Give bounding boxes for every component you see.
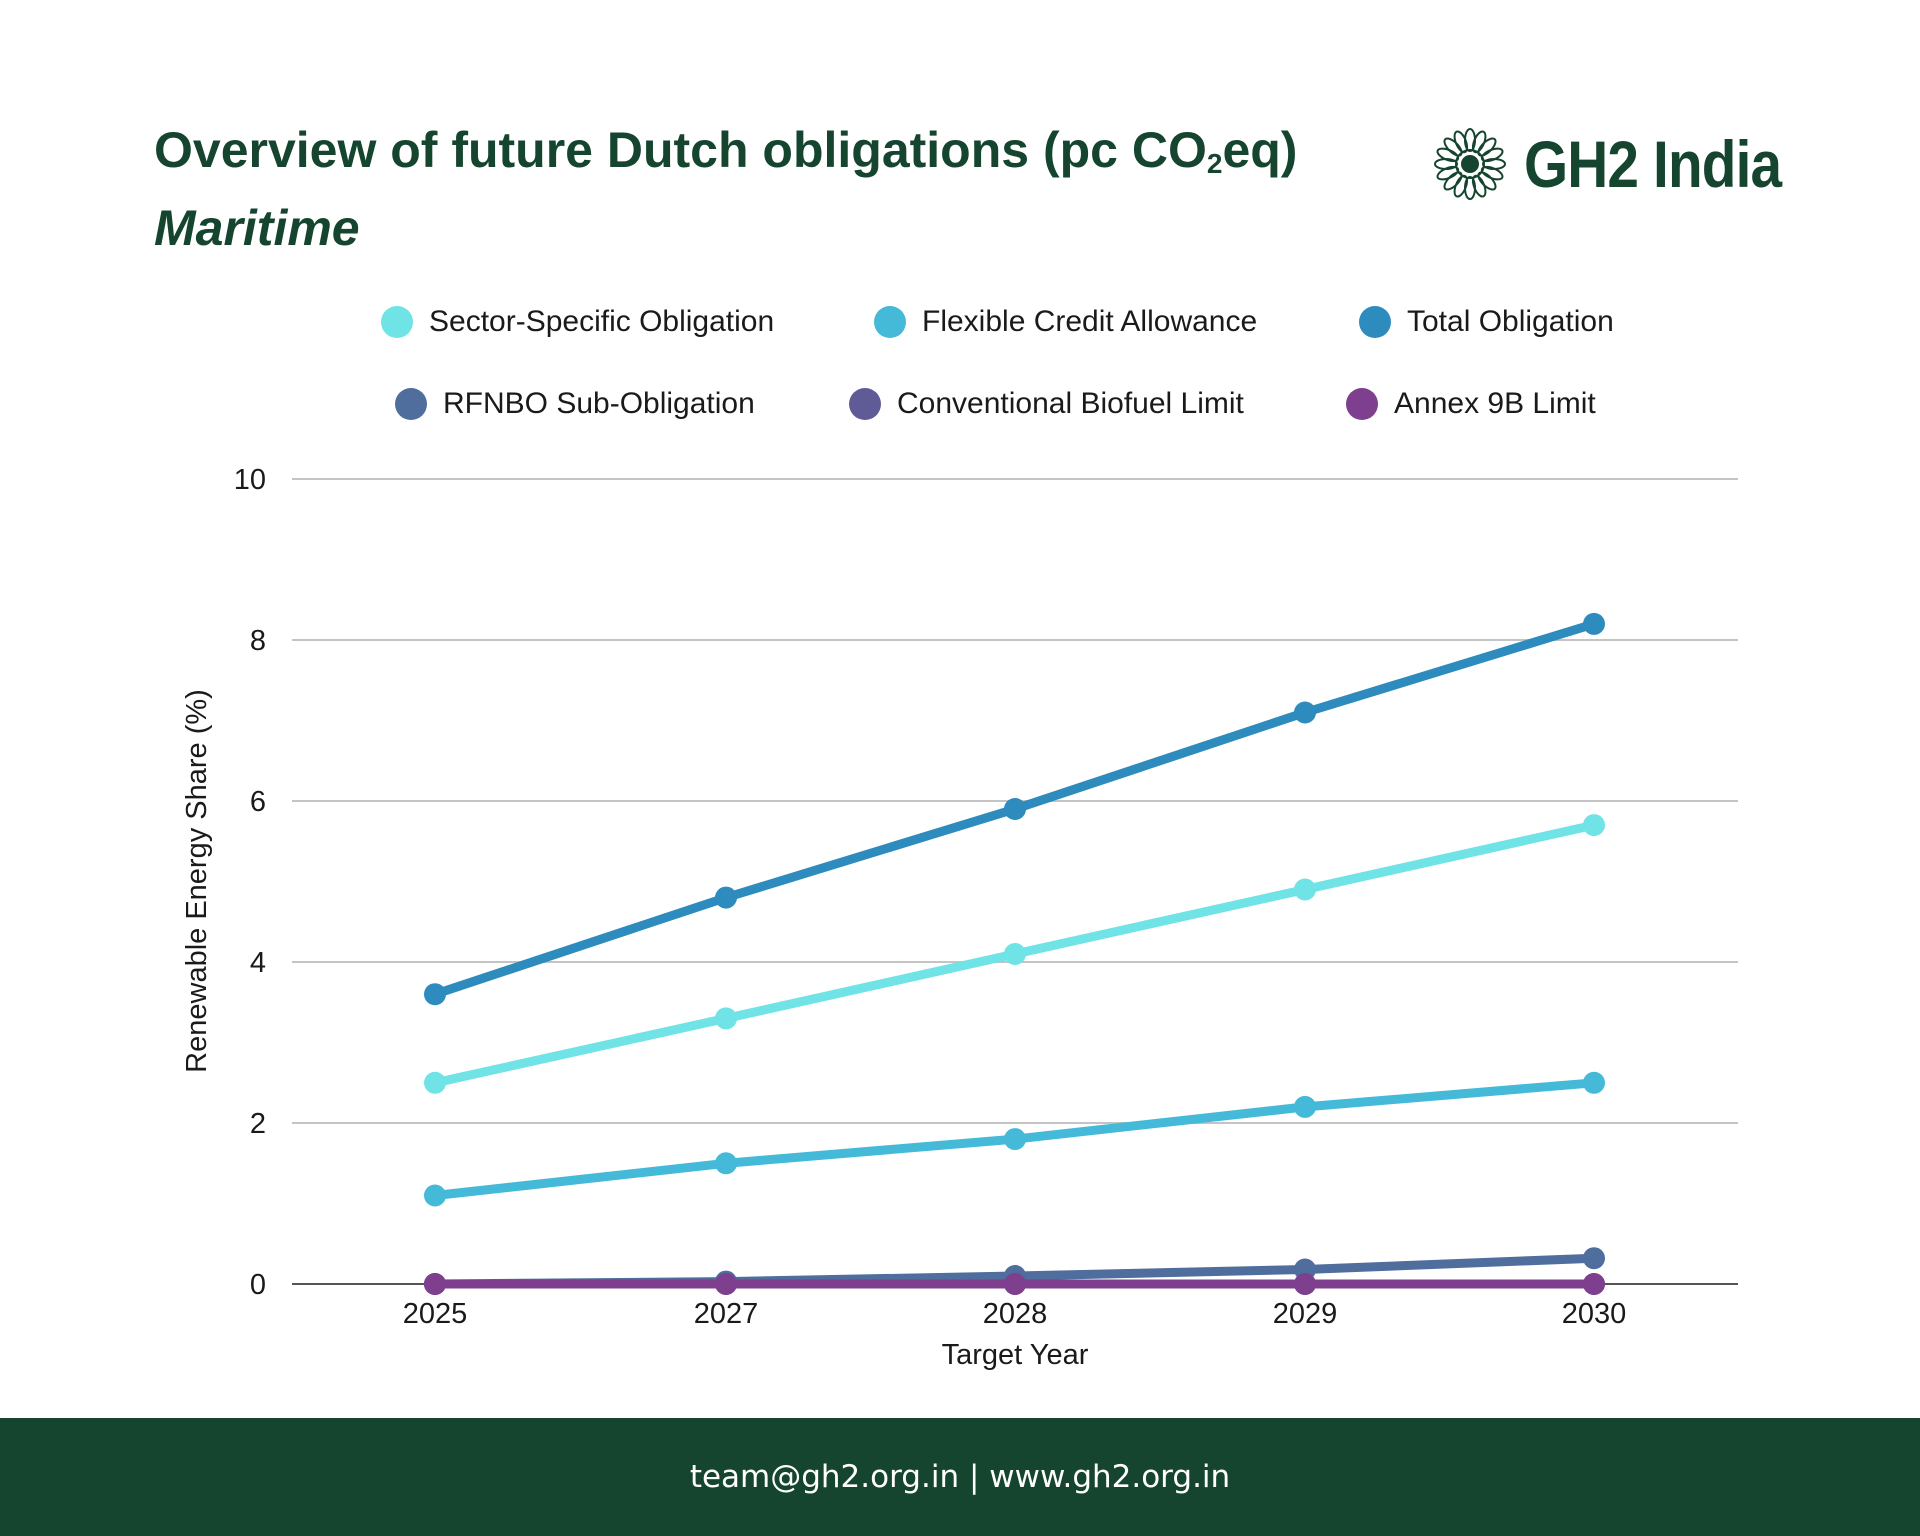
y-tick-label: 10 (234, 464, 266, 496)
data-point (424, 1273, 446, 1295)
data-point (1004, 943, 1026, 965)
data-point (424, 1184, 446, 1207)
data-point (1004, 798, 1026, 820)
legend-item: Annex 9B Limit (1346, 387, 1596, 421)
y-axis-label: Renewable Energy Share (%) (181, 689, 213, 1073)
data-point (1294, 1273, 1316, 1295)
x-tick-label: 2027 (694, 1298, 759, 1330)
legend-swatch (395, 388, 427, 420)
data-point (1583, 1247, 1605, 1270)
series-total-obligation (424, 612, 1605, 1006)
legend-item: Total Obligation (1359, 305, 1614, 339)
legend-swatch (1346, 388, 1378, 420)
footer-contact: team@gh2.org.in | www.gh2.org.in (689, 1459, 1231, 1495)
data-point (1583, 814, 1605, 837)
data-point (424, 983, 446, 1006)
legend-label: Sector-Specific Obligation (429, 305, 775, 338)
data-point (1294, 701, 1316, 724)
x-tick-label: 2025 (403, 1298, 468, 1330)
legend-label: Annex 9B Limit (1394, 387, 1596, 420)
title-subscript: 2 (1206, 148, 1223, 179)
legend-swatch (381, 306, 413, 338)
legend-swatch (849, 388, 881, 420)
logo-petal (1480, 147, 1504, 163)
x-tick-label: 2030 (1562, 1298, 1627, 1330)
legend-label: Conventional Biofuel Limit (897, 387, 1244, 420)
y-tick-label: 8 (250, 625, 266, 657)
legend-label: Flexible Credit Allowance (922, 305, 1258, 338)
series-flexible-credit-allowance (424, 1071, 1605, 1207)
data-point (1583, 612, 1605, 635)
title-main: Overview of future Dutch obligations (pc… (154, 122, 1207, 178)
data-point (424, 1071, 446, 1094)
data-point (715, 886, 737, 909)
legend-swatch (874, 306, 906, 338)
legend-item: Flexible Credit Allowance (874, 305, 1257, 339)
data-point (1004, 1128, 1026, 1151)
legend-item: Sector-Specific Obligation (381, 305, 774, 339)
data-point (1004, 1273, 1026, 1295)
y-tick-label: 2 (250, 1108, 266, 1140)
data-point (715, 1152, 737, 1175)
series-sector-specific-obligation (424, 814, 1605, 1094)
data-point (1294, 878, 1316, 901)
legend-label: RFNBO Sub-Obligation (443, 387, 755, 420)
line-chart: 0 2 4 6 8 10 2025 2027 2028 2029 2030 Target Year Re… (181, 464, 1738, 1371)
footer: team@gh2.org.in | www.gh2.org.in (0, 1418, 1920, 1536)
legend-item: Conventional Biofuel Limit (849, 387, 1244, 421)
x-axis-label: Target Year (942, 1339, 1089, 1371)
y-tick-label: 4 (250, 947, 266, 979)
data-point (715, 1273, 737, 1295)
mandala-flower-icon (1434, 128, 1506, 200)
logo-text: GH2 India (1524, 127, 1782, 201)
title-block: Overview of future Dutch obligations (pc… (154, 118, 1297, 260)
legend-label: Total Obligation (1407, 305, 1614, 338)
y-tick-label: 0 (250, 1269, 266, 1301)
legend-swatch (1359, 306, 1391, 338)
data-point (1294, 1095, 1316, 1118)
x-tick-label: 2028 (983, 1298, 1048, 1330)
legend-item: RFNBO Sub-Obligation (395, 387, 755, 421)
data-point (1583, 1273, 1605, 1295)
y-tick-label: 6 (250, 786, 266, 818)
x-tick-label: 2029 (1273, 1298, 1338, 1330)
logo: GH2 India (1430, 124, 1823, 204)
series-annex-9b-limit (424, 1273, 1605, 1295)
title-end: eq) (1222, 122, 1298, 178)
page-subtitle: Maritime (154, 200, 360, 256)
data-point (1583, 1071, 1605, 1094)
data-point (715, 1007, 737, 1030)
page-title: Overview of future Dutch obligations (pc… (154, 118, 1297, 196)
